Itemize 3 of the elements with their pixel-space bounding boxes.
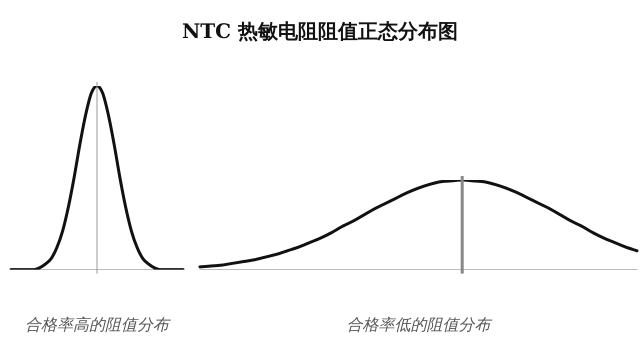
x-axis-title: 合格率高的阻值分布 xyxy=(24,315,172,336)
text: NTC 热敏电阻阻值正态分布图 xyxy=(180,18,460,45)
x-axis-title: 合格率低的阻值分布 xyxy=(346,315,494,336)
